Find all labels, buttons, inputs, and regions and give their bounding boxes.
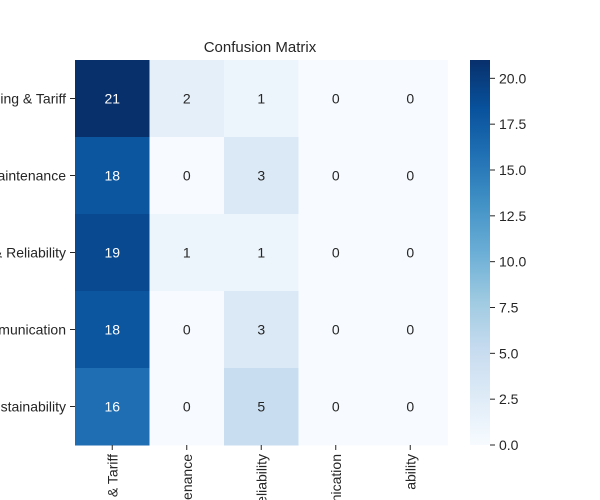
heatmap-cell: [75, 214, 150, 292]
cell-value-label: 0: [406, 91, 414, 107]
heatmap-cell: [149, 214, 225, 292]
heatmap-cell: [75, 368, 150, 446]
cell-value-label: 1: [257, 245, 265, 261]
cell-value-label: 0: [332, 322, 340, 338]
colorbar-tick-label: 0.0: [499, 437, 519, 453]
col-tick-label: nication: [328, 454, 344, 500]
heatmap-cell: [373, 291, 448, 369]
heatmap-cell: [298, 214, 374, 292]
col-tick-label: enance: [179, 454, 195, 500]
cell-value-label: 0: [332, 399, 340, 415]
heatmap-cell: [224, 214, 299, 292]
colorbar-tick-label: 2.5: [499, 391, 519, 407]
heatmap-cell: [298, 291, 374, 369]
heatmap-cells: [75, 60, 448, 446]
cell-value-label: 0: [332, 245, 340, 261]
row-tick-label: munication: [0, 322, 66, 338]
cell-value-label: 0: [406, 322, 414, 338]
cell-annotations: 21 2 1 0 018 0 3 0 019 1 1 0 018 0 3 0 016 0 5 0 0: [104, 91, 414, 415]
colorbar-tick-label: 17.5: [499, 116, 526, 132]
heatmap-cell: [224, 137, 299, 215]
cell-value-label: 0: [183, 168, 191, 184]
heatmap-cell: [149, 137, 225, 215]
cell-value-label: 0: [406, 168, 414, 184]
cell-value-label: 0: [332, 91, 340, 107]
cell-value-label: 16: [104, 399, 120, 415]
colorbar: 0.0 2.5 5.0 7.5 10.0 12.5 15.0 17.5 20.0: [470, 60, 526, 453]
heatmap-cell: [149, 291, 225, 369]
cell-value-label: 3: [257, 168, 265, 184]
row-tick-label: stainability: [1, 399, 66, 415]
colorbar-tick-label: 10.0: [499, 254, 526, 270]
row-tick-label: aintenance: [0, 168, 66, 184]
row-axis: ing & Tariff aintenance & Reliability munic…: [0, 91, 75, 415]
colorbar-tick-label: 20.0: [499, 70, 526, 86]
heatmap-cell: [373, 368, 448, 446]
colorbar-tick-label: 5.0: [499, 345, 519, 361]
chart-title: Confusion Matrix: [204, 39, 317, 56]
cell-value-label: 0: [406, 399, 414, 415]
colorbar-tick-label: 12.5: [499, 208, 526, 224]
row-tick-label: & Reliability: [0, 245, 66, 261]
cell-value-label: 0: [332, 168, 340, 184]
col-tick-label: eliability: [253, 454, 269, 500]
heatmap-cell: [373, 60, 448, 138]
heatmap-cell: [373, 137, 448, 215]
cell-value-label: 2: [183, 91, 191, 107]
heatmap-cell: [224, 291, 299, 369]
col-tick-label: & Tariff: [104, 454, 120, 497]
heatmap-cell: [75, 291, 150, 369]
heatmap-cell: [149, 368, 225, 446]
row-tick-label: ing & Tariff: [0, 91, 66, 107]
cell-value-label: 1: [183, 245, 191, 261]
cell-value-label: 18: [104, 322, 120, 338]
heatmap-cell: [149, 60, 225, 138]
col-axis: & Tariff enance eliability nication ability: [104, 445, 418, 500]
cell-value-label: 0: [406, 245, 414, 261]
colorbar-gradient: [470, 60, 490, 445]
heatmap-cell: [298, 60, 374, 138]
cell-value-label: 0: [183, 399, 191, 415]
cell-value-label: 3: [257, 322, 265, 338]
colorbar-tick-label: 15.0: [499, 162, 526, 178]
heatmap-cell: [298, 137, 374, 215]
cell-value-label: 1: [257, 91, 265, 107]
heatmap-cell: [373, 214, 448, 292]
cell-value-label: 5: [257, 399, 265, 415]
heatmap-cell: [224, 368, 299, 446]
cell-value-label: 19: [104, 245, 120, 261]
heatmap-cell: [75, 137, 150, 215]
cell-value-label: 0: [183, 322, 191, 338]
col-tick-label: ability: [402, 454, 418, 490]
colorbar-tick-label: 7.5: [499, 300, 519, 316]
heatmap-cell: [224, 60, 299, 138]
heatmap-cell: [298, 368, 374, 446]
cell-value-label: 18: [104, 168, 120, 184]
heatmap-cell: [75, 60, 150, 138]
cell-value-label: 21: [104, 91, 120, 107]
